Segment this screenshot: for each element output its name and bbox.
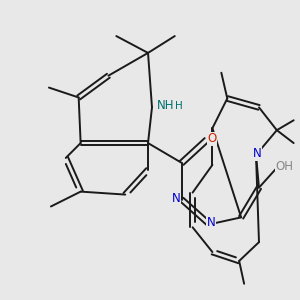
Text: N: N [253,147,262,160]
Text: H: H [175,101,183,111]
Text: NH: NH [157,99,174,112]
Text: N: N [207,216,215,229]
Text: N: N [172,192,181,205]
Text: O: O [207,132,216,145]
Text: OH: OH [275,160,293,173]
